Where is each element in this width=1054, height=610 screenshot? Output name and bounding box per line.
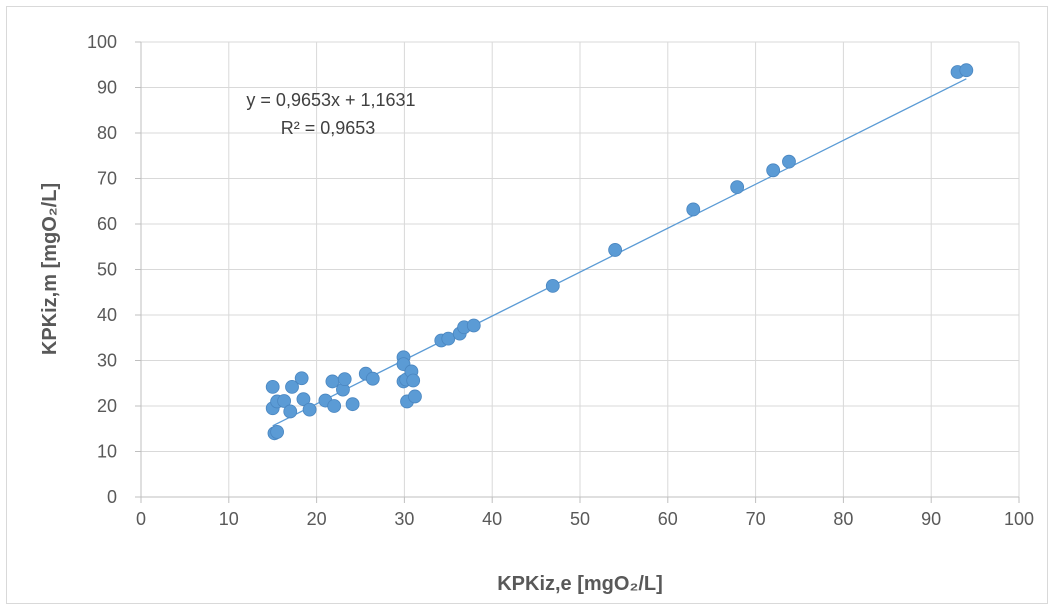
data-point (285, 379, 299, 394)
x-tick-label: 0 (136, 509, 146, 529)
data-point (337, 372, 352, 387)
gridlines (141, 41, 1020, 497)
y-tick-label: 30 (97, 351, 117, 371)
x-tick-label: 30 (394, 509, 414, 529)
data-point (283, 404, 298, 419)
data-point (325, 374, 340, 389)
x-tick-label: 100 (1004, 509, 1034, 529)
y-tick-label: 40 (97, 305, 117, 325)
x-tick-label: 20 (307, 509, 327, 529)
data-point (327, 399, 342, 413)
y-axis-title: KPKiz,m [mgO₂/L] (39, 183, 61, 355)
data-point (686, 202, 701, 217)
x-tick-label: 90 (921, 509, 941, 529)
axes (135, 41, 1020, 503)
data-point (270, 425, 284, 439)
data-point (277, 394, 292, 408)
data-point (296, 392, 311, 407)
data-point (545, 278, 560, 293)
y-tick-label: 10 (97, 442, 117, 462)
r-squared-label: R² = 0,9653 (281, 118, 376, 138)
data-point (406, 373, 421, 388)
data-point (302, 402, 317, 417)
tick-labels: 0 10 20 30 40 50 60 70 80 90 100 0 10 20 30 40 50 60 70 80 9… (87, 32, 1034, 529)
x-tick-label: 80 (833, 509, 853, 529)
y-tick-label: 100 (87, 32, 117, 52)
y-tick-label: 20 (97, 396, 117, 416)
x-axis-title: KPKiz,e [mgO₂/L] (497, 573, 663, 595)
data-point (608, 243, 623, 257)
x-tick-label: 50 (570, 509, 590, 529)
chart-area (6, 6, 1048, 604)
y-tick-label: 0 (107, 487, 117, 507)
data-point (345, 397, 360, 412)
data-point (265, 379, 280, 394)
y-tick-label: 70 (97, 169, 117, 189)
data-points (265, 63, 974, 441)
data-point (466, 318, 481, 333)
y-tick-label: 60 (97, 214, 117, 234)
y-tick-label: 50 (97, 260, 117, 280)
x-tick-label: 70 (746, 509, 766, 529)
data-point (408, 389, 422, 404)
trendline-equation: y = 0,9653x + 1,1631 (246, 90, 415, 110)
y-tick-label: 90 (97, 78, 117, 98)
x-tick-label: 10 (219, 509, 239, 529)
data-point (365, 371, 380, 386)
data-point (766, 163, 781, 178)
x-tick-label: 60 (658, 509, 678, 529)
data-point (782, 154, 796, 169)
data-point (441, 331, 456, 346)
data-point (959, 63, 974, 78)
y-tick-label: 80 (97, 123, 117, 143)
x-tick-label: 40 (482, 509, 502, 529)
data-point (294, 371, 309, 386)
data-point (730, 180, 745, 195)
